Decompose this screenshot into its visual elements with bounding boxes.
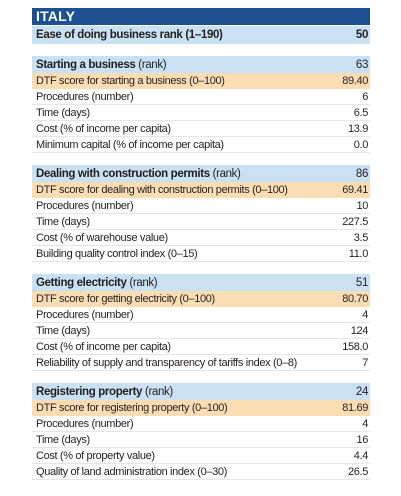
indicator-row: Reliability of supply and transparency o… [32, 355, 370, 371]
dtf-row: DTF score for starting a business (0–100… [32, 73, 370, 89]
indicator-label: Time (days) [36, 215, 90, 228]
indicator-value: 6 [362, 90, 368, 103]
indicator-value: 26.5 [347, 465, 368, 478]
indicator-value: 0.0 [353, 138, 369, 151]
indicator-label: Minimum capital (% of income per capita) [36, 138, 224, 151]
section: Getting electricity (rank) 51 DTF score fo… [32, 274, 370, 371]
indicator-label: Cost (% of income per capita) [36, 122, 171, 135]
section-rank: 24 [355, 385, 368, 398]
indicator-row: Procedures (number) 4 [32, 416, 370, 432]
indicator-label: DTF score for dealing with construction … [36, 184, 288, 196]
indicator-label: Cost (% of property value) [36, 449, 155, 462]
section-header: Registering property (rank) 24 [32, 383, 370, 400]
indicator-value: 81.69 [342, 402, 368, 414]
indicator-value: 158.0 [342, 340, 368, 353]
indicator-row: Building quality control index (0–15) 11.… [32, 246, 370, 262]
section-title-group: Starting a business (rank) [36, 58, 167, 71]
indicator-value: 69.41 [342, 184, 368, 196]
indicator-row: Cost (% of income per capita) 13.9 [32, 121, 370, 137]
indicator-value: 4.4 [353, 449, 369, 462]
overall-rank-row: Ease of doing business rank (1–190) 50 [32, 26, 370, 44]
indicator-row: Cost (% of income per capita) 158.0 [32, 339, 370, 355]
section-title-suffix: (rank) [212, 167, 241, 180]
section-title-group: Registering property (rank) [36, 386, 173, 398]
indicator-label: Cost (% of income per capita) [36, 340, 171, 353]
indicator-value: 6.5 [353, 106, 369, 119]
section-header: Starting a business (rank) 63 [32, 56, 370, 73]
indicator-label: Reliability of supply and transparency o… [36, 356, 297, 369]
section-title-suffix: (rank) [129, 276, 158, 289]
indicator-value: 16 [356, 433, 368, 446]
indicator-label: Procedures (number) [36, 417, 134, 430]
indicator-value: 11.0 [348, 247, 369, 260]
rank-value: 50 [355, 29, 368, 41]
section-title: Starting a business [36, 58, 136, 71]
section-title-group: Getting electricity (rank) [36, 276, 158, 289]
indicator-label: Quality of land administration index (0–… [36, 465, 228, 478]
indicator-row: Procedures (number) 6 [32, 89, 370, 105]
indicator-value: 124 [350, 324, 369, 337]
indicator-label: DTF score for registering property (0–10… [36, 402, 228, 414]
indicator-row: Time (days) 227.5 [32, 214, 370, 230]
indicator-label: Cost (% of warehouse value) [36, 231, 168, 244]
indicator-row: Cost (% of warehouse value) 3.5 [32, 230, 370, 246]
section: Starting a business (rank) 63 DTF score fo… [32, 56, 370, 153]
dtf-row: DTF score for getting electricity (0–100… [32, 291, 370, 307]
indicator-value: 227.5 [342, 215, 368, 228]
country-title: ITALY [32, 8, 370, 25]
indicator-value: 80.70 [342, 293, 368, 305]
section-title: Registering property [36, 385, 143, 398]
indicator-row: Cost (% of property value) 4.4 [32, 448, 370, 464]
indicator-label: Time (days) [36, 324, 90, 337]
indicator-value: 10 [356, 199, 368, 212]
section-header: Dealing with construction permits (rank)… [32, 165, 370, 182]
indicator-row: Quality of land administration index (0–… [32, 464, 370, 480]
indicator-label: Time (days) [36, 433, 90, 446]
section-rank: 86 [355, 167, 368, 180]
section-title-group: Dealing with construction permits (rank) [36, 168, 241, 180]
indicator-value: 89.40 [342, 75, 368, 87]
section-title: Dealing with construction permits [36, 167, 210, 180]
rank-label: Ease of doing business rank (1–190) [36, 29, 223, 41]
indicator-value: 4 [362, 308, 368, 321]
section-header: Getting electricity (rank) 51 [32, 274, 370, 291]
indicator-label: Procedures (number) [36, 90, 134, 103]
indicator-label: DTF score for getting electricity (0–100… [36, 293, 215, 305]
section-title: Getting electricity [36, 276, 127, 289]
indicator-value: 3.5 [353, 231, 369, 244]
indicator-label: Building quality control index (0–15) [36, 247, 198, 260]
dtf-row: DTF score for registering property (0–10… [32, 400, 370, 416]
indicator-row: Time (days) 16 [32, 432, 370, 448]
indicator-value: 7 [362, 356, 368, 369]
indicator-label: Time (days) [36, 106, 90, 119]
dtf-row: DTF score for dealing with construction … [32, 182, 370, 198]
section: Registering property (rank) 24 DTF score f… [32, 383, 370, 480]
country-card: ITALY Ease of doing business rank (1–190… [32, 8, 370, 480]
indicator-row: Minimum capital (% of income per capita)… [32, 137, 370, 153]
indicator-row: Procedures (number) 10 [32, 198, 370, 214]
section-rank: 63 [355, 58, 368, 71]
indicator-row: Time (days) 6.5 [32, 105, 370, 121]
section: Dealing with construction permits (rank)… [32, 165, 370, 262]
indicator-row: Time (days) 124 [32, 323, 370, 339]
section-title-suffix: (rank) [138, 58, 167, 71]
indicator-label: Procedures (number) [36, 199, 134, 212]
section-rank: 51 [355, 276, 368, 289]
indicator-value: 13.9 [347, 122, 368, 135]
sections: Starting a business (rank) 63 DTF score fo… [32, 56, 370, 480]
indicator-label: DTF score for starting a business (0–100… [36, 75, 225, 87]
section-title-suffix: (rank) [144, 385, 173, 398]
indicator-label: Procedures (number) [36, 308, 134, 321]
indicator-value: 4 [362, 417, 368, 430]
indicator-row: Procedures (number) 4 [32, 307, 370, 323]
